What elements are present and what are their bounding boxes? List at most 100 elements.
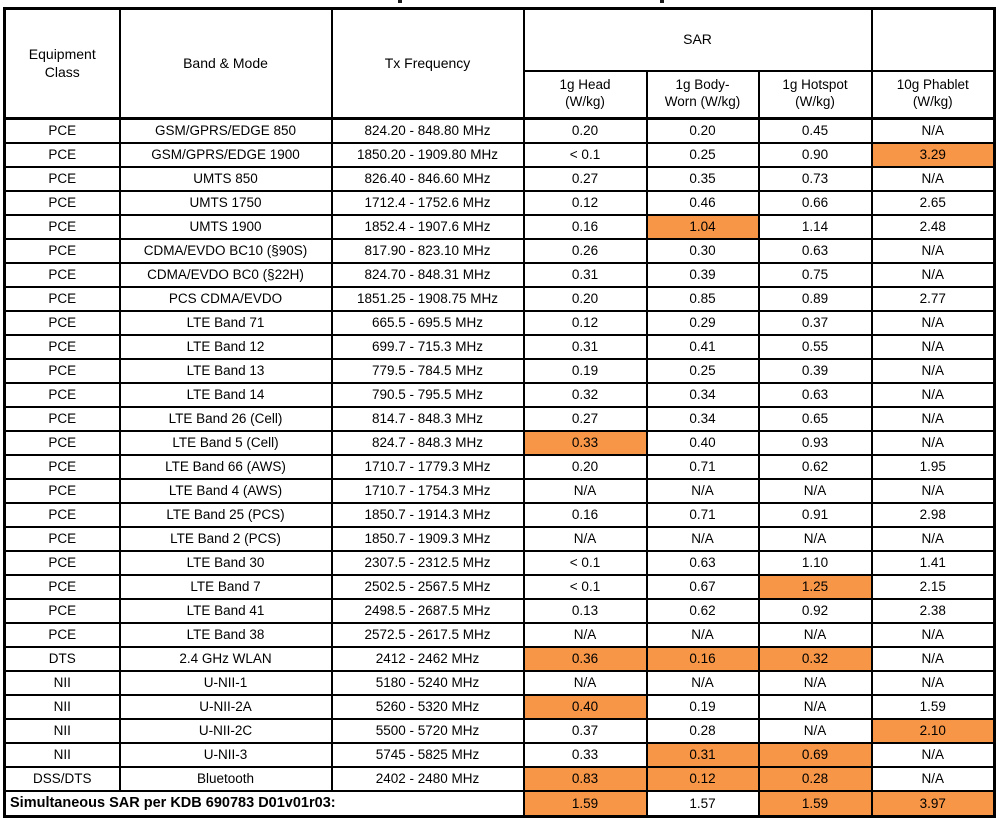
sar-value-cell: 2.98 [870,501,996,528]
table-row: PCE LTE Band 7 2502.5 - 2567.5 MHz < 0.1 0.6… [3,573,996,600]
table-row: PCE LTE Band 2 (PCS) 1850.7 - 1909.3 MHz N/… [3,525,996,552]
sar-value-cell: 0.12 [522,309,648,336]
equipment-class-cell: PCE [3,165,121,192]
tx-frequency-cell: 824.20 - 848.80 MHz [330,117,525,144]
sar-value-cell: 0.71 [645,453,760,480]
equipment-class-cell: NII [3,741,121,768]
sar-value-cell: 0.27 [522,165,648,192]
sar-value-cell: < 0.1 [522,141,648,168]
sar-value-cell: N/A [757,621,873,648]
equipment-class-cell: PCE [3,429,121,456]
tx-frequency-cell: 665.5 - 695.5 MHz [330,309,525,336]
simultaneous-sar-row: Simultaneous SAR per KDB 690783 D01v01r0… [3,789,996,818]
sar-value-cell: 0.25 [645,357,760,384]
equipment-class-cell: PCE [3,405,121,432]
simultaneous-sar-value-cell: 1.59 [522,789,648,818]
sar-value-cell: 1.25 [757,573,873,600]
sar-value-cell: 0.16 [645,645,760,672]
equipment-class-cell: PCE [3,501,121,528]
sar-value-cell: 0.85 [645,285,760,312]
sar-value-cell: 0.31 [645,741,760,768]
sar-value-cell: 1.04 [645,213,760,240]
sar-value-cell: N/A [870,741,996,768]
band-mode-cell: U-NII-2A [118,693,333,720]
sar-value-cell: 2.65 [870,189,996,216]
sar-value-cell: N/A [645,477,760,504]
simultaneous-sar-label: Simultaneous SAR per KDB 690783 D01v01r0… [3,789,525,818]
sar-value-cell: 0.12 [522,189,648,216]
sar-value-cell: N/A [522,621,648,648]
sar-value-cell: 2.77 [870,285,996,312]
tx-frequency-cell: 1712.4 - 1752.6 MHz [330,189,525,216]
header-tx-frequency: Tx Frequency [330,7,525,120]
equipment-class-cell: PCE [3,237,121,264]
sar-value-cell: 0.36 [522,645,648,672]
tx-frequency-cell: 2402 - 2480 MHz [330,765,525,792]
sar-value-cell: N/A [870,669,996,696]
equipment-class-cell: PCE [3,261,121,288]
table-row: PCE LTE Band 66 (AWS) 1710.7 - 1779.3 MHz 0… [3,453,996,480]
sar-value-cell: 0.55 [757,333,873,360]
sar-value-cell: N/A [870,309,996,336]
sar-value-cell: 0.69 [757,741,873,768]
band-mode-cell: LTE Band 2 (PCS) [118,525,333,552]
sar-value-cell: 0.63 [757,237,873,264]
sar-value-cell: N/A [870,117,996,144]
tx-frequency-cell: 5260 - 5320 MHz [330,693,525,720]
tx-frequency-cell: 824.70 - 848.31 MHz [330,261,525,288]
header-1g-body-worn: 1g Body- Worn (W/kg) [645,69,760,120]
sar-value-cell: 1.95 [870,453,996,480]
band-mode-cell: LTE Band 26 (Cell) [118,405,333,432]
band-mode-cell: Bluetooth [118,765,333,792]
equipment-class-cell: PCE [3,381,121,408]
tx-frequency-cell: 2572.5 - 2617.5 MHz [330,621,525,648]
band-mode-cell: CDMA/EVDO BC10 (§90S) [118,237,333,264]
sar-value-cell: N/A [870,645,996,672]
sar-value-cell: 0.20 [522,117,648,144]
sar-value-cell: 0.40 [522,693,648,720]
sar-value-cell: < 0.1 [522,573,648,600]
equipment-class-cell: PCE [3,357,121,384]
sar-value-cell: N/A [870,621,996,648]
equipment-class-cell: PCE [3,525,121,552]
sar-value-cell: 0.71 [645,501,760,528]
band-mode-cell: LTE Band 13 [118,357,333,384]
equipment-class-cell: PCE [3,477,121,504]
sar-value-cell: 0.39 [645,261,760,288]
band-mode-cell: LTE Band 71 [118,309,333,336]
sar-value-cell: 0.62 [757,453,873,480]
band-mode-cell: LTE Band 38 [118,621,333,648]
sar-value-cell: 0.29 [645,309,760,336]
header-phablet-spacer [870,7,996,72]
table-row: PCE LTE Band 26 (Cell) 814.7 - 848.3 MHz 0.… [3,405,996,432]
sar-value-cell: 0.31 [522,333,648,360]
table-row: NII U-NII-2C 5500 - 5720 MHz 0.37 0.28 N/A 2.1… [3,717,996,744]
sar-value-cell: 0.16 [522,501,648,528]
equipment-class-cell: PCE [3,141,121,168]
sar-value-cell: 0.41 [645,333,760,360]
sar-value-cell: 0.62 [645,597,760,624]
equipment-class-cell: PCE [3,285,121,312]
sar-value-cell: 0.31 [522,261,648,288]
sar-value-cell: 0.32 [757,645,873,672]
sar-value-cell: N/A [870,765,996,792]
sar-value-cell: N/A [757,717,873,744]
header-equipment-class: Equipment Class [3,7,121,120]
equipment-class-cell: PCE [3,213,121,240]
table-row: PCE GSM/GPRS/EDGE 1900 1850.20 - 1909.80 M… [3,141,996,168]
simultaneous-sar-value-cell: 1.59 [757,789,873,818]
sar-value-cell: 0.83 [522,765,648,792]
equipment-class-cell: PCE [3,453,121,480]
tx-frequency-cell: 1850.7 - 1914.3 MHz [330,501,525,528]
table-row: PCE LTE Band 25 (PCS) 1850.7 - 1914.3 MHz 0… [3,501,996,528]
table-row: PCE LTE Band 71 665.5 - 695.5 MHz 0.12 0.29 0… [3,309,996,336]
sar-value-cell: N/A [870,357,996,384]
band-mode-cell: UMTS 850 [118,165,333,192]
equipment-class-cell: DTS [3,645,121,672]
table-row: PCE GSM/GPRS/EDGE 850 824.20 - 848.80 MHz 0… [3,117,996,144]
band-mode-cell: UMTS 1750 [118,189,333,216]
sar-value-cell: 0.46 [645,189,760,216]
sar-value-cell: 0.25 [645,141,760,168]
header-1g-hotspot: 1g Hotspot (W/kg) [757,69,873,120]
